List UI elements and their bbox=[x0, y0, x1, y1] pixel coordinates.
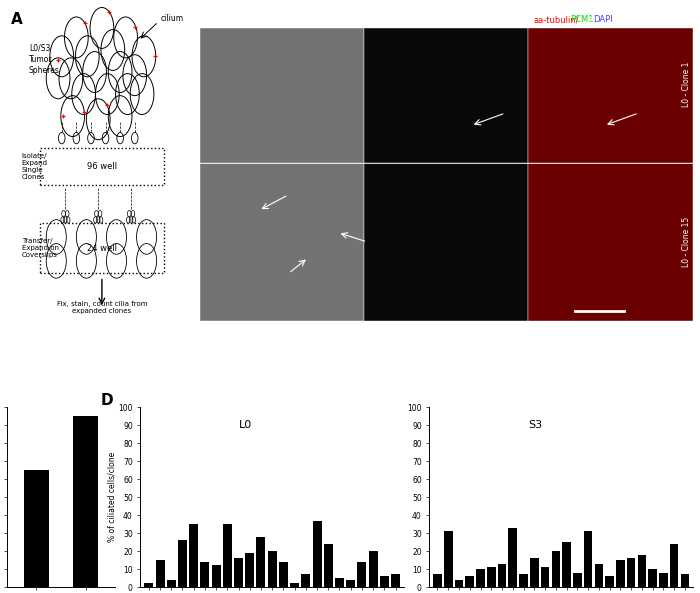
Bar bbox=[223, 524, 232, 587]
Bar bbox=[455, 580, 463, 587]
Bar bbox=[167, 580, 176, 587]
Bar bbox=[267, 551, 276, 587]
Bar bbox=[200, 562, 209, 587]
Text: 24 well: 24 well bbox=[87, 244, 117, 253]
Text: /: / bbox=[590, 15, 593, 24]
Text: D: D bbox=[101, 393, 113, 408]
Text: L0 - Clone 1: L0 - Clone 1 bbox=[682, 62, 690, 107]
Bar bbox=[199, 28, 364, 163]
Bar bbox=[508, 528, 517, 587]
Bar bbox=[234, 558, 243, 587]
Bar bbox=[573, 573, 582, 587]
Text: cilium: cilium bbox=[160, 14, 183, 23]
Text: PCM1: PCM1 bbox=[433, 15, 459, 24]
Bar bbox=[528, 163, 693, 321]
Bar bbox=[444, 531, 452, 587]
Bar bbox=[638, 554, 646, 587]
Bar bbox=[290, 584, 299, 587]
Bar bbox=[324, 544, 332, 587]
Bar bbox=[279, 562, 288, 587]
Y-axis label: % of ciliated cells/clone: % of ciliated cells/clone bbox=[108, 452, 117, 542]
Bar bbox=[369, 551, 377, 587]
Bar bbox=[616, 560, 624, 587]
Bar bbox=[626, 558, 636, 587]
Bar bbox=[528, 28, 693, 163]
Bar bbox=[466, 576, 474, 587]
Bar bbox=[562, 542, 571, 587]
Bar bbox=[584, 531, 592, 587]
Text: DAPI: DAPI bbox=[594, 15, 613, 24]
Bar bbox=[364, 28, 528, 163]
Bar bbox=[346, 580, 355, 587]
Bar bbox=[519, 575, 528, 587]
Text: Fix, stain, count cilia from
expanded clones: Fix, stain, count cilia from expanded cl… bbox=[57, 301, 147, 314]
Bar bbox=[364, 163, 528, 321]
Bar bbox=[40, 148, 164, 186]
Bar bbox=[199, 163, 364, 321]
Text: L0: L0 bbox=[239, 420, 253, 430]
Bar bbox=[391, 575, 400, 587]
Bar bbox=[245, 553, 254, 587]
Bar bbox=[552, 551, 560, 587]
Text: 96 well: 96 well bbox=[87, 162, 117, 171]
Bar bbox=[380, 576, 389, 587]
Text: aa-tubulin: aa-tubulin bbox=[204, 15, 251, 24]
Bar bbox=[594, 564, 603, 587]
Bar bbox=[74, 416, 98, 587]
Bar bbox=[178, 540, 187, 587]
Bar bbox=[40, 223, 164, 273]
Text: PCM1: PCM1 bbox=[570, 15, 594, 24]
Bar bbox=[189, 524, 198, 587]
Text: S3: S3 bbox=[528, 420, 542, 430]
Bar bbox=[256, 537, 265, 587]
Bar bbox=[476, 569, 485, 587]
Bar bbox=[211, 566, 220, 587]
Text: Isolate/
Expand
Single
Clones: Isolate/ Expand Single Clones bbox=[22, 153, 48, 180]
Text: L0 - Clone 15: L0 - Clone 15 bbox=[682, 217, 690, 267]
Bar bbox=[541, 568, 550, 587]
Bar bbox=[530, 558, 538, 587]
Text: aa-tubulin/: aa-tubulin/ bbox=[533, 15, 579, 24]
Bar bbox=[680, 575, 690, 587]
Bar bbox=[25, 470, 49, 587]
Bar bbox=[335, 578, 344, 587]
Bar bbox=[433, 575, 442, 587]
Bar bbox=[498, 564, 506, 587]
Bar bbox=[487, 568, 496, 587]
Bar bbox=[302, 575, 310, 587]
Text: B: B bbox=[204, 12, 216, 27]
Bar bbox=[144, 584, 153, 587]
Text: Transfer/
Expand on
Coverslips: Transfer/ Expand on Coverslips bbox=[22, 238, 59, 259]
Bar bbox=[659, 573, 668, 587]
Text: L0/S3
Tumor
Spheres: L0/S3 Tumor Spheres bbox=[29, 44, 60, 75]
Bar bbox=[313, 521, 321, 587]
Bar bbox=[606, 576, 614, 587]
Bar bbox=[358, 562, 366, 587]
Bar bbox=[670, 544, 678, 587]
Bar bbox=[648, 569, 657, 587]
Text: A: A bbox=[10, 12, 22, 27]
Bar bbox=[155, 560, 164, 587]
